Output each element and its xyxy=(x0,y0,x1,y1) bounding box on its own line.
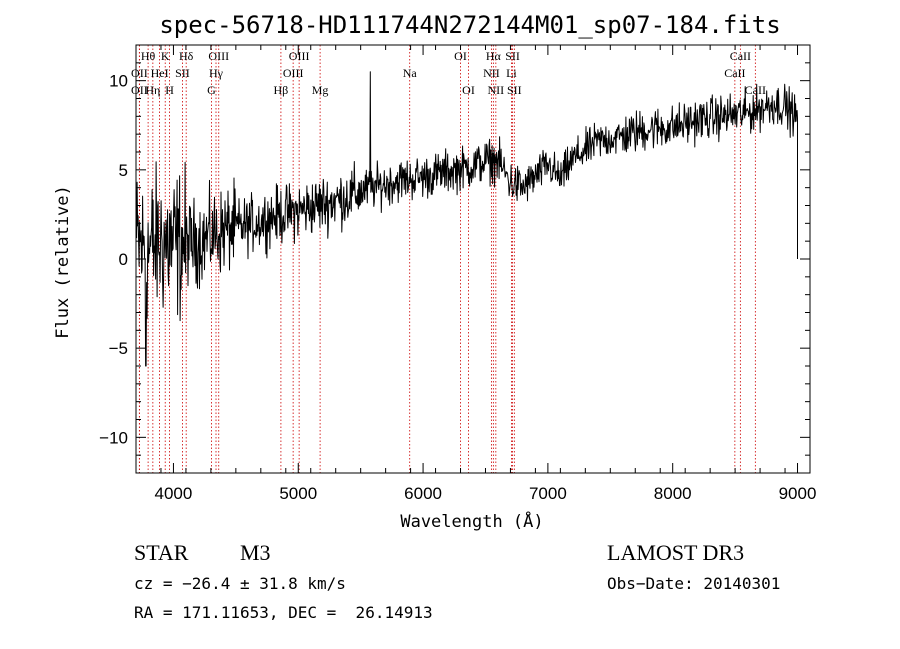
emission-line-label: Na xyxy=(403,66,418,80)
emission-line-label: H xyxy=(165,83,174,97)
survey-name: LAMOST DR3 xyxy=(607,540,745,565)
emission-line-label: NII xyxy=(488,83,505,97)
x-tick-label: 6000 xyxy=(404,484,442,503)
emission-line-label: NII xyxy=(483,66,500,80)
spectrum-series xyxy=(136,71,798,367)
emission-line-label: HeI xyxy=(151,66,169,80)
emission-line-label: CaII xyxy=(724,66,745,80)
y-tick-label: 0 xyxy=(119,250,128,269)
emission-line-label: SII xyxy=(175,66,190,80)
emission-line-label: OIII xyxy=(283,66,304,80)
observation-date: Obs−Date: 20140301 xyxy=(607,574,781,593)
emission-line-label: K xyxy=(161,49,170,63)
emission-line-label: Hδ xyxy=(179,49,194,63)
emission-line-label: Hη xyxy=(145,83,160,97)
emission-line-label: Hθ xyxy=(141,49,156,63)
chart-title: spec-56718-HD111744N272144M01_sp07-184.f… xyxy=(159,11,780,39)
y-axis-label: Flux (relative) xyxy=(53,185,73,339)
emission-line-markers xyxy=(138,45,756,473)
x-tick-label: 9000 xyxy=(779,484,817,503)
object-subclass: M3 xyxy=(240,540,271,565)
emission-line-label: G xyxy=(207,83,216,97)
spectrum-line xyxy=(136,71,798,367)
emission-line-label: OII xyxy=(131,83,148,97)
plot-axes xyxy=(135,44,811,474)
x-tick-label: 7000 xyxy=(529,484,567,503)
emission-line-label: Mg xyxy=(312,83,329,97)
emission-line-label: Hα xyxy=(486,49,502,63)
emission-line-label: Hβ xyxy=(274,83,289,97)
coordinates: RA = 171.11653, DEC = 26.14913 xyxy=(134,603,433,622)
x-axis-label: Wavelength (Å) xyxy=(400,510,543,532)
plot-frame xyxy=(135,44,811,474)
emission-line-label: SII xyxy=(507,83,522,97)
redshift-velocity: cz = −26.4 ± 31.8 km/s xyxy=(134,574,346,593)
emission-line-label: OIII xyxy=(289,49,310,63)
emission-line-label: OI xyxy=(462,83,475,97)
x-tick-label: 5000 xyxy=(279,484,317,503)
emission-line-label: CaII xyxy=(730,49,751,63)
y-tick-label: 5 xyxy=(119,161,128,180)
axis-ticks: 4000 5000 6000 7000 8000 9000 −10 −5 0 5 10 xyxy=(99,44,817,503)
y-tick-label: −10 xyxy=(99,428,128,447)
emission-line-label: OII xyxy=(131,66,148,80)
x-tick-label: 4000 xyxy=(155,484,193,503)
emission-line-label: OIII xyxy=(208,49,229,63)
emission-line-label: SII xyxy=(505,49,520,63)
emission-line-label: CaII xyxy=(745,83,766,97)
emission-line-label: OI xyxy=(454,49,467,63)
x-tick-label: 8000 xyxy=(654,484,692,503)
y-tick-label: −5 xyxy=(109,339,128,358)
y-tick-label: 10 xyxy=(109,72,128,91)
object-class: STAR xyxy=(134,540,189,565)
emission-line-label: Li xyxy=(506,66,517,80)
emission-line-label: Hγ xyxy=(209,66,224,80)
